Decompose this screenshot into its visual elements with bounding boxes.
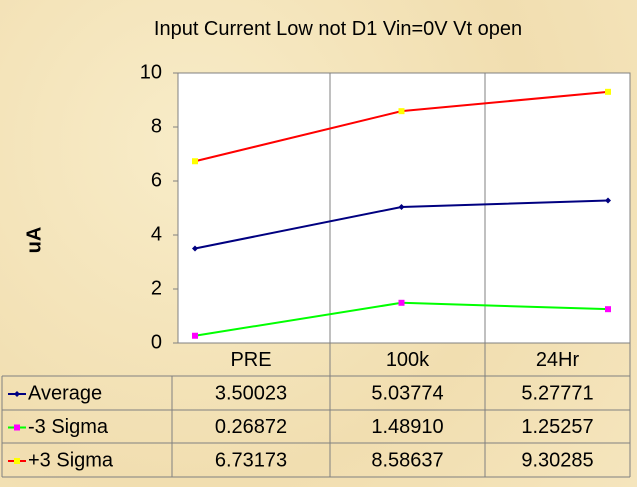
y-tick-label: 8	[151, 115, 162, 137]
plot-area	[177, 72, 631, 344]
table-value: 6.73173	[215, 449, 287, 471]
legend-key-marker	[14, 391, 20, 397]
table-value: 5.27771	[521, 382, 593, 404]
data-point	[605, 306, 611, 313]
y-axis-label: uA	[23, 227, 45, 254]
legend-label: Average	[28, 382, 102, 404]
data-point	[398, 108, 405, 115]
data-point	[398, 203, 405, 210]
legend-key-marker	[14, 458, 20, 464]
y-tick-label: 0	[151, 331, 162, 353]
table-value: 5.03774	[371, 382, 443, 404]
y-tick-label: 6	[151, 169, 162, 191]
x-tick-label: 100k	[386, 349, 430, 371]
legend-label: -3 Sigma	[28, 416, 109, 438]
y-tick-label: 10	[140, 61, 162, 83]
data-point	[192, 245, 198, 252]
x-tick-label: 24Hr	[536, 349, 580, 371]
y-tick-label: 4	[151, 223, 162, 245]
table-value: 1.48910	[371, 416, 443, 438]
data-point	[605, 197, 611, 204]
chart-title: Input Current Low not D1 Vin=0V Vt open	[153, 18, 523, 40]
table-value: 1.25257	[521, 416, 593, 438]
table-value: 3.50023	[215, 382, 287, 404]
table-value: 9.30285	[521, 449, 593, 471]
legend-key-marker	[14, 424, 20, 431]
x-tick-label: PRE	[230, 349, 271, 371]
data-point	[605, 88, 611, 95]
data-point	[398, 299, 405, 306]
table-value: 0.26872	[215, 416, 287, 438]
data-point	[192, 332, 198, 339]
data-point	[192, 158, 198, 165]
y-tick-label: 2	[151, 277, 162, 299]
table-value: 8.58637	[371, 449, 443, 471]
legend-label: +3 Sigma	[28, 449, 114, 471]
